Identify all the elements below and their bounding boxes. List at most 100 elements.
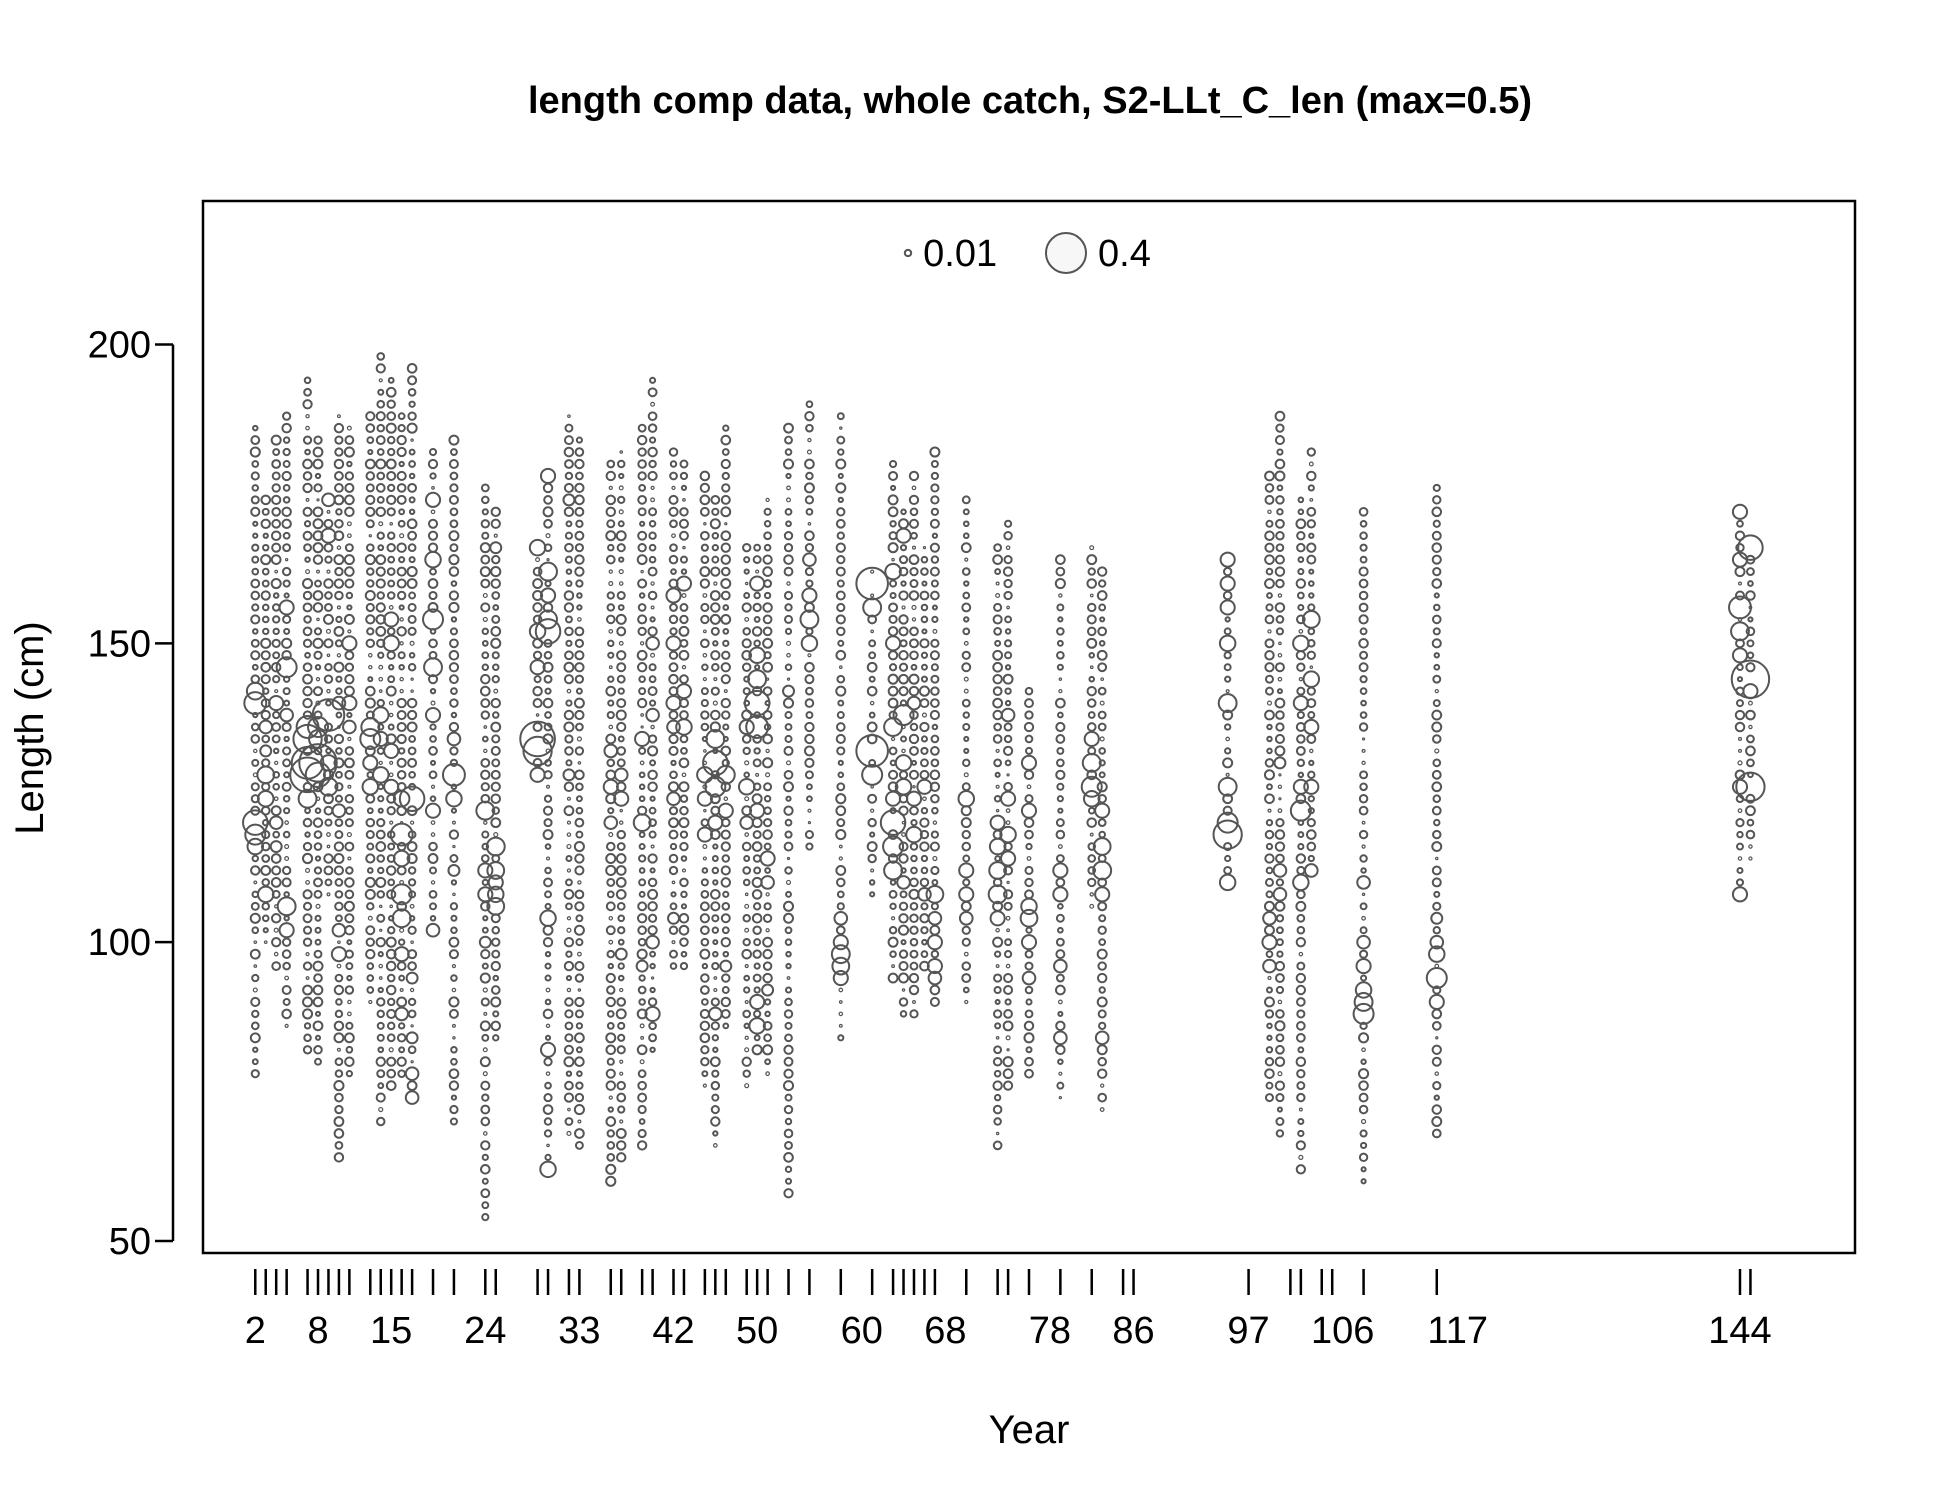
bubble: [303, 376, 312, 385]
bubble: [575, 914, 584, 923]
bubble: [282, 447, 291, 457]
bubble: [929, 841, 940, 852]
bubble: [1097, 925, 1107, 935]
bubble: [397, 1022, 406, 1030]
bubble: [1057, 999, 1063, 1005]
bubble: [700, 602, 710, 612]
bubble: [1276, 508, 1284, 516]
bubble: [962, 986, 970, 994]
bubble: [910, 866, 918, 875]
bubble: [250, 435, 261, 446]
bubble: [376, 423, 386, 433]
bubble: [901, 988, 906, 992]
bubble: [543, 518, 553, 529]
bubble: [367, 676, 374, 683]
bubble: [448, 434, 460, 446]
bubble: [1000, 850, 1017, 867]
bubble: [783, 1068, 794, 1079]
bubble: [835, 925, 846, 936]
bubble: [1265, 603, 1274, 612]
bubble: [1025, 842, 1033, 851]
bubble: [577, 880, 582, 885]
bubble: [908, 470, 920, 482]
bubble: [1003, 950, 1013, 959]
bubble: [720, 877, 732, 888]
bubble: [835, 542, 846, 553]
x-tick-label: 24: [464, 1310, 506, 1352]
bubble: [331, 803, 347, 819]
bubble: [616, 746, 627, 756]
bubble: [1296, 1069, 1306, 1079]
bubble: [754, 664, 761, 671]
bubble: [713, 976, 718, 980]
bubble: [324, 663, 333, 672]
bubble: [920, 926, 929, 935]
bubble: [1308, 461, 1314, 467]
bubble: [250, 650, 261, 661]
bubble: [1297, 568, 1305, 576]
bubble: [679, 937, 689, 947]
bubble: [605, 852, 617, 865]
bubble: [712, 843, 719, 850]
bubble: [1097, 818, 1107, 827]
bubble: [870, 808, 875, 813]
bubble: [1425, 967, 1448, 990]
bubble: [449, 507, 459, 517]
bubble: [481, 531, 490, 540]
bubble: [1265, 842, 1274, 851]
bubble: [963, 951, 969, 957]
bubble: [637, 925, 647, 936]
bubble: [762, 602, 773, 613]
bubble: [272, 830, 281, 839]
bubble: [407, 949, 418, 960]
bubble: [271, 507, 281, 517]
bubble: [1218, 873, 1237, 892]
bubble: [532, 721, 543, 733]
bubble: [744, 927, 750, 933]
bubble: [1055, 854, 1065, 863]
bubble: [302, 841, 313, 852]
bubble: [1099, 700, 1105, 706]
bubble: [1004, 519, 1013, 528]
bubble: [528, 538, 547, 557]
bubble: [963, 747, 970, 754]
bubble: [995, 1131, 1000, 1136]
bubble: [398, 556, 406, 564]
bubble: [669, 603, 678, 612]
bubble: [681, 665, 687, 670]
bubble: [678, 530, 689, 541]
bubble: [870, 569, 875, 574]
bubble: [1264, 996, 1275, 1008]
bubble: [668, 650, 679, 660]
bubble: [281, 566, 292, 577]
bubble: [1097, 686, 1107, 696]
bubble: [668, 673, 679, 685]
bubble: [566, 916, 572, 921]
bubble: [763, 651, 772, 660]
bubble: [720, 494, 731, 505]
bubble: [543, 794, 553, 803]
bubble: [887, 626, 899, 637]
bubble: [396, 494, 407, 505]
bubble: [1098, 759, 1106, 767]
bubble: [719, 959, 733, 973]
bubble: [993, 985, 1002, 995]
bubble: [989, 910, 1006, 927]
bubble: [397, 519, 406, 528]
bubble: [387, 555, 396, 564]
bubble: [704, 775, 727, 798]
bubble: [721, 758, 730, 767]
bubble: [709, 721, 721, 733]
bubble: [668, 806, 679, 816]
bubble: [575, 1046, 583, 1054]
bubble: [477, 886, 494, 903]
bubble: [271, 937, 282, 948]
bubble: [784, 663, 793, 671]
bubble: [1274, 410, 1286, 422]
bubble: [1429, 934, 1445, 950]
bubble: [920, 651, 929, 659]
legend-bubble: [903, 248, 913, 258]
bubble: [1358, 506, 1369, 517]
bubble: [605, 996, 616, 1008]
bubble: [711, 555, 720, 564]
